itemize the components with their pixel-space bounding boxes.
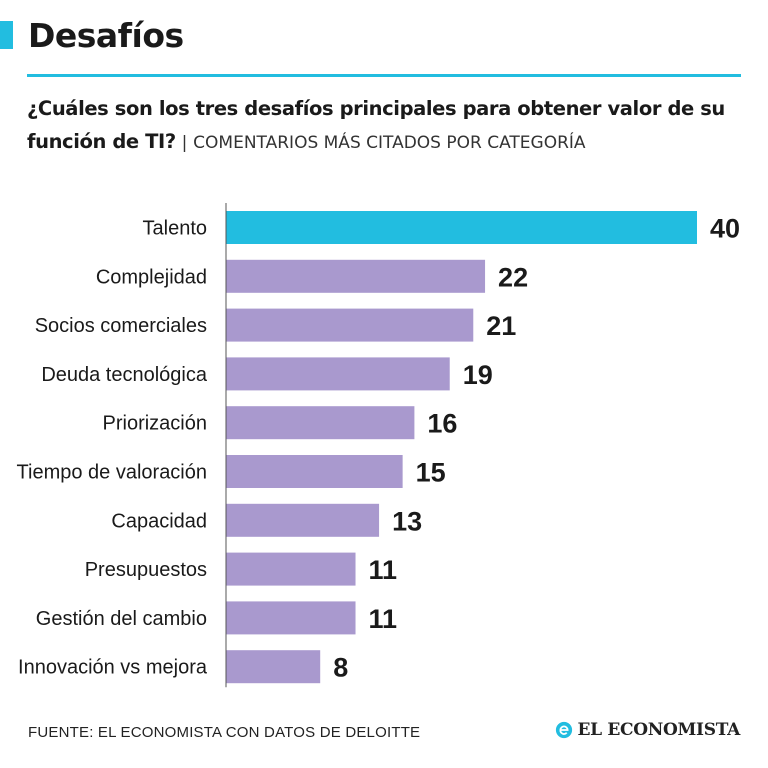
bar — [226, 650, 321, 684]
bar — [226, 455, 403, 488]
bar — [226, 406, 415, 440]
value-label: 13 — [392, 506, 422, 536]
value-label: 11 — [369, 604, 398, 634]
chart-question: ¿Cuáles son los tres desafíos principale… — [27, 97, 725, 153]
bar — [226, 259, 486, 293]
value-label: 21 — [486, 311, 516, 341]
category-label: Capacidad — [111, 510, 207, 532]
title-divider — [27, 74, 741, 77]
subtitle-separator: | — [181, 133, 188, 153]
chart-subtitle: ¿Cuáles son los tres desafíos principale… — [27, 92, 747, 160]
bar — [226, 503, 380, 537]
category-label: Presupuestos — [85, 559, 207, 581]
category-label: Tiempo de valoración — [17, 462, 207, 484]
page-title: Desafíos — [28, 16, 184, 55]
value-label: 19 — [463, 360, 493, 390]
category-label: Priorización — [103, 413, 207, 435]
source-note: FUENTE: EL ECONOMISTA CON DATOS DE DELOI… — [28, 724, 421, 741]
value-label: 15 — [416, 458, 446, 488]
bar-chart: Talento 40 Complejidad 22 Socios comerciales… — [17, 203, 740, 688]
category-label: Talento — [143, 218, 208, 240]
el-economista-logo-icon — [556, 721, 573, 739]
category-label: Complejidad — [96, 266, 207, 288]
value-label: 40 — [710, 214, 740, 244]
brand-wordmark: EL ECONOMISTA — [555, 720, 740, 740]
category-label: Socios comerciales — [35, 315, 207, 337]
bar — [226, 552, 356, 586]
category-label: Deuda tecnológica — [41, 364, 208, 386]
category-note: COMENTARIOS MÁS CITADOS POR CATEGORÍA — [193, 133, 586, 153]
bar — [226, 308, 474, 342]
bar — [226, 601, 356, 635]
bar — [226, 357, 450, 391]
category-label: Gestión del cambio — [36, 608, 207, 630]
value-label: 11 — [369, 555, 398, 585]
bar — [226, 211, 697, 244]
title-accent-block — [0, 21, 13, 49]
brand-name: EL ECONOMISTA — [577, 720, 740, 740]
category-label: Innovación vs mejora — [18, 657, 208, 679]
value-label: 22 — [498, 262, 528, 292]
value-label: 8 — [333, 653, 348, 683]
value-label: 16 — [427, 409, 457, 439]
